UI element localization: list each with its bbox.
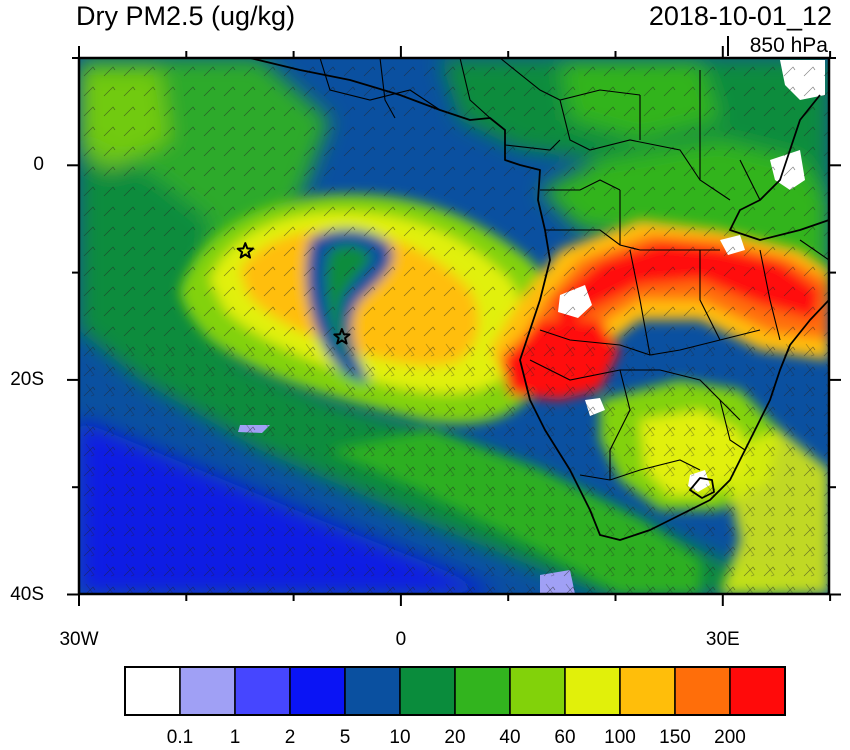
colorbar-swatch [124,666,181,716]
lon-label: 0 [395,629,407,650]
axis-ticks [67,46,841,606]
star-marker-2 [333,328,351,345]
wind-barbs-layer-south [79,338,829,594]
map-title: Dry PM2.5 (ug/kg) [76,1,296,31]
star-marker-1 [236,242,254,259]
colorbar-swatch [289,666,346,716]
colorbar-label: 1 [229,727,241,748]
colorbar-swatch [729,666,786,716]
pressure-level: 850 hPa [749,34,828,57]
colorbar-swatch [399,666,456,716]
colorbar-swatch [454,666,511,716]
lat-label: 40S [10,583,44,605]
colorbar-label: 10 [389,727,411,748]
map-field [79,58,829,594]
colorbar-outline [124,666,786,716]
lon-label: 30W [59,629,99,650]
colorbar-swatch [674,666,731,716]
colorbar [124,666,786,716]
colorbar-swatch [234,666,291,716]
colorbar-swatch [619,666,676,716]
colorbar-swatch [179,666,236,716]
colorbar-label: 20 [444,727,466,748]
lat-label: 20S [10,368,44,390]
lon-label: 30E [705,629,740,650]
country-borders [319,58,829,481]
map-datetime: 2018-10-01_12 [648,1,832,31]
colorbar-label: 0.1 [166,727,194,748]
colorbar-swatch [344,666,401,716]
level-tick-mark [727,36,729,56]
colorbar-label: 100 [604,727,636,748]
colorbar-swatch [564,666,621,716]
colorbar-label: 5 [339,727,351,748]
lat-label: 0 [33,154,44,176]
star-markers [236,242,351,345]
coastlines [249,58,829,541]
colorbar-label: 60 [554,727,576,748]
map-frame [77,56,831,596]
colorbar-label: 150 [659,727,691,748]
colorbar-label: 2 [284,727,296,748]
colorbar-label: 200 [714,727,746,748]
colorbar-label: 40 [499,727,521,748]
colorbar-swatch [509,666,566,716]
